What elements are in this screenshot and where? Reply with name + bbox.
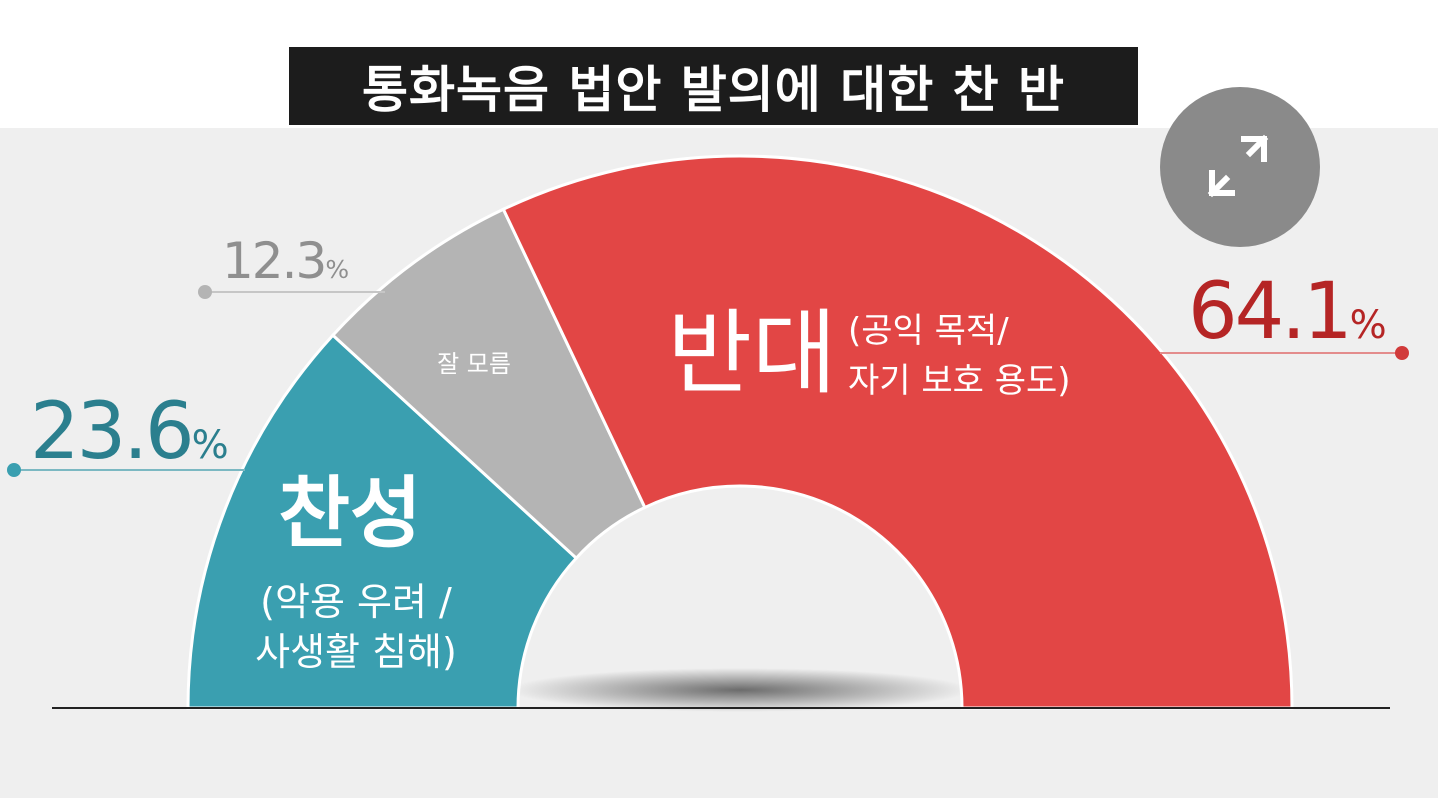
label-favor: 찬성 (278, 469, 422, 559)
leader-dot-oppose (1395, 346, 1409, 360)
leader-dot-unsure (198, 285, 212, 299)
slice-favor (186, 333, 579, 710)
note-oppose-line-1: (공익 목적/ (848, 311, 1009, 351)
chart-title: 통화녹음 법안 발의에 대한 찬 반 (361, 61, 1066, 119)
note-favor-line-2: 사생활 침해) (255, 630, 457, 674)
value-label-unsure: 12.3% (222, 232, 348, 290)
leader-dot-favor (7, 463, 21, 477)
note-oppose-line-2: 자기 보호 용도) (848, 361, 1071, 401)
value-label-favor: 23.6% (30, 387, 227, 477)
expand-button[interactable] (1160, 87, 1320, 247)
value-label-oppose: 64.1% (1188, 267, 1385, 357)
label-unsure: 잘 모름 (437, 350, 511, 378)
label-oppose: 반대 (667, 300, 836, 407)
slice-oppose (501, 154, 1294, 710)
inner-shadow (510, 668, 970, 712)
expand-arrows-icon (1207, 134, 1269, 198)
note-favor-line-1: (악용 우려 / (260, 580, 452, 624)
title-banner: 통화녹음 법안 발의에 대한 찬 반 (289, 47, 1138, 125)
